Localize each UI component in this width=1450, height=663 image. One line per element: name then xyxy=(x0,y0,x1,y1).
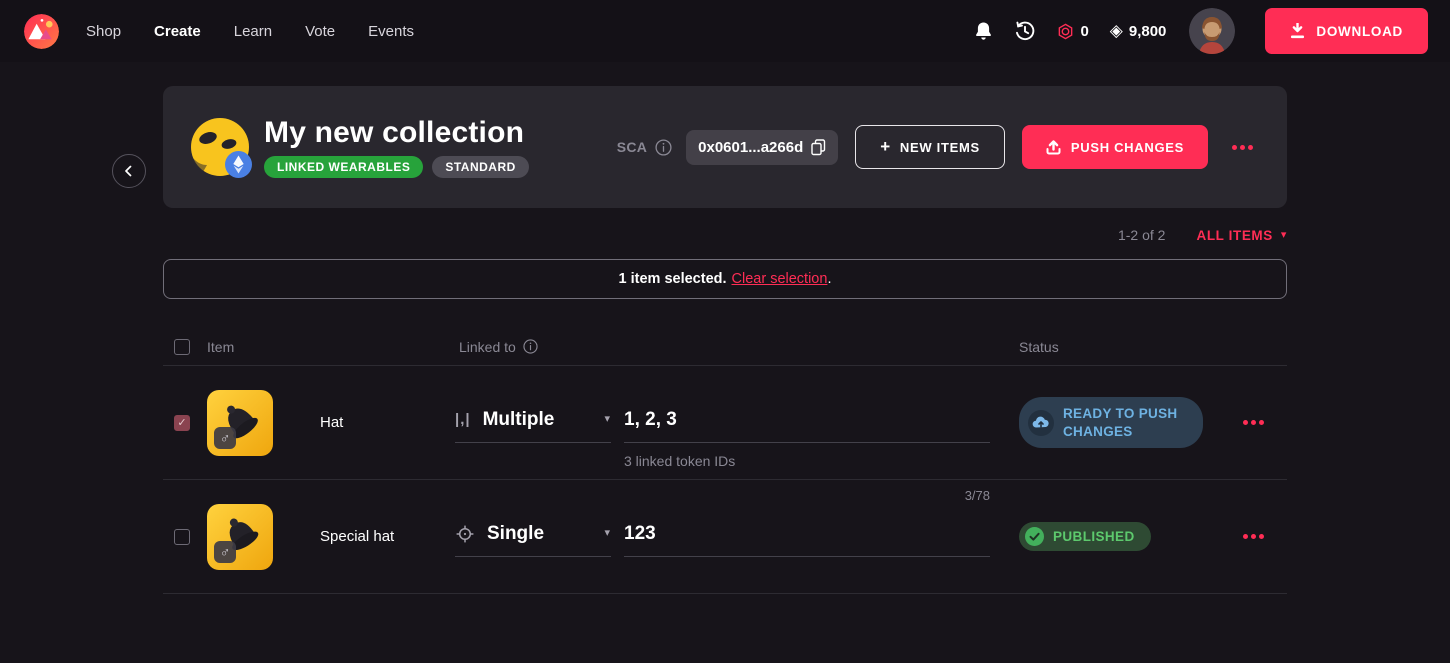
status-badge-ready: READY TO PUSH CHANGES xyxy=(1019,396,1203,449)
token-ids-input[interactable]: 1, 2, 3 xyxy=(624,408,677,430)
status-text: READY TO PUSH CHANGES xyxy=(1063,405,1178,439)
items-toolbar: 1-2 of 2 ALL ITEMS ▾ xyxy=(163,224,1287,246)
cloud-upload-icon xyxy=(1028,409,1054,436)
linked-token-ids-helper: 3 linked token IDs xyxy=(624,452,736,469)
nav-link-create[interactable]: Create xyxy=(154,22,201,40)
polygon-mana-amount: 0 xyxy=(1080,22,1089,40)
main-nav: Shop Create Learn Vote Events xyxy=(86,23,414,40)
nav-link-events[interactable]: Events xyxy=(368,22,415,40)
collection-options-menu[interactable] xyxy=(1226,139,1259,156)
push-changes-label: PUSH CHANGES xyxy=(1070,139,1184,155)
column-header-item: Item xyxy=(207,338,235,355)
chevron-left-icon xyxy=(125,165,132,177)
column-header-status: Status xyxy=(1019,338,1059,355)
table-header-row: ✓ Item Linked to Status xyxy=(163,328,1287,366)
select-all-checkbox[interactable]: ✓ xyxy=(174,338,190,355)
selection-count: 1 item selected. xyxy=(618,271,727,287)
plus-icon: + xyxy=(880,137,891,156)
item-name[interactable]: Special hat xyxy=(320,528,395,545)
items-filter-dropdown[interactable]: ALL ITEMS ▾ xyxy=(1196,228,1287,243)
items-table: ✓ Item Linked to Status ✓ xyxy=(163,328,1287,594)
polygon-mana-icon xyxy=(1059,23,1073,39)
mode-value: Single xyxy=(487,522,545,544)
selection-bar: 1 item selected. Clear selection . xyxy=(163,259,1287,299)
multiple-tokens-icon: |,| xyxy=(455,411,471,428)
clear-selection-link[interactable]: Clear selection xyxy=(731,271,828,287)
mana-icon: ◈ xyxy=(1109,21,1123,40)
back-button[interactable] xyxy=(112,154,146,188)
download-icon xyxy=(1291,23,1305,39)
linked-to-info-icon[interactable] xyxy=(523,339,538,354)
mana-balance[interactable]: ◈ 9,800 xyxy=(1110,21,1167,41)
column-header-linked-to: Linked to xyxy=(459,338,516,355)
check-circle-icon xyxy=(1025,527,1044,546)
notifications-bell-icon[interactable] xyxy=(974,21,993,41)
linked-to-mode-dropdown[interactable]: |,| Multiple ▾ xyxy=(455,403,624,443)
item-thumbnail[interactable]: ♂ xyxy=(207,389,273,456)
chevron-down-icon: ▾ xyxy=(604,413,610,425)
status-badge-published: PUBLISHED xyxy=(1019,522,1151,551)
sca-label: SCA xyxy=(616,139,648,155)
token-ids-input[interactable]: 123 xyxy=(624,522,656,544)
copy-icon xyxy=(811,138,826,155)
token-ids-field: 1, 2, 3 3 linked token IDs xyxy=(624,403,1019,469)
collection-avatar xyxy=(191,118,252,178)
contract-address-chip[interactable]: 0x0601...a266d xyxy=(686,129,839,165)
nav-link-shop[interactable]: Shop xyxy=(86,22,122,40)
download-label: DOWNLOAD xyxy=(1316,23,1403,39)
items-filter-label: ALL ITEMS xyxy=(1196,227,1273,243)
contract-address: 0x0601...a266d xyxy=(698,138,804,156)
upload-icon xyxy=(1046,140,1061,155)
linked-to-mode-dropdown[interactable]: Single ▾ xyxy=(455,517,624,557)
table-row-special-hat: ✓ ♂ xyxy=(163,480,1287,594)
sca-info-icon[interactable] xyxy=(655,138,672,156)
selection-suffix: . xyxy=(827,271,832,287)
nav-link-learn[interactable]: Learn xyxy=(233,22,273,40)
download-button[interactable]: DOWNLOAD xyxy=(1265,8,1428,54)
top-navbar: Shop Create Learn Vote Events 0 ◈ 9,800 xyxy=(0,0,1450,62)
male-gender-icon: ♂ xyxy=(220,430,231,446)
new-items-label: NEW ITEMS xyxy=(899,139,980,155)
item-options-menu[interactable] xyxy=(1237,414,1270,431)
linked-wearables-badge: LINKED WEARABLES xyxy=(264,156,424,178)
item-options-menu[interactable] xyxy=(1237,528,1270,545)
male-gender-icon: ♂ xyxy=(220,544,231,560)
push-changes-button[interactable]: PUSH CHANGES xyxy=(1021,125,1208,169)
user-avatar[interactable] xyxy=(1189,8,1236,54)
pagination-range: 1-2 of 2 xyxy=(1117,227,1166,243)
collection-title: My new collection xyxy=(264,116,525,149)
row-checkbox[interactable]: ✓ xyxy=(174,414,190,431)
item-name[interactable]: Hat xyxy=(320,414,344,431)
nav-link-vote[interactable]: Vote xyxy=(305,22,336,40)
mode-value: Multiple xyxy=(482,408,555,430)
status-text: PUBLISHED xyxy=(1053,529,1135,544)
collection-page: My new collection LINKED WEARABLES STAND… xyxy=(112,86,1287,594)
collection-header-card: My new collection LINKED WEARABLES STAND… xyxy=(163,86,1287,208)
standard-badge: STANDARD xyxy=(432,156,529,178)
table-row-hat: ✓ ♂ xyxy=(163,366,1287,480)
decentraland-logo[interactable] xyxy=(24,13,59,49)
mana-amount: 9,800 xyxy=(1128,22,1167,40)
ethereum-badge-icon xyxy=(225,151,252,178)
single-token-crosshair-icon xyxy=(456,525,474,542)
polygon-mana-balance[interactable]: 0 xyxy=(1057,22,1089,40)
chevron-down-icon: ▾ xyxy=(1280,228,1287,241)
item-thumbnail[interactable]: ♂ xyxy=(207,503,273,570)
char-counter: 3/78 xyxy=(964,487,990,503)
chevron-down-icon: ▾ xyxy=(604,527,610,539)
token-ids-field: 3/78 123 xyxy=(624,488,1019,557)
history-icon[interactable] xyxy=(1014,20,1036,42)
row-checkbox[interactable]: ✓ xyxy=(174,528,190,545)
new-items-button[interactable]: + NEW ITEMS xyxy=(855,125,1005,169)
